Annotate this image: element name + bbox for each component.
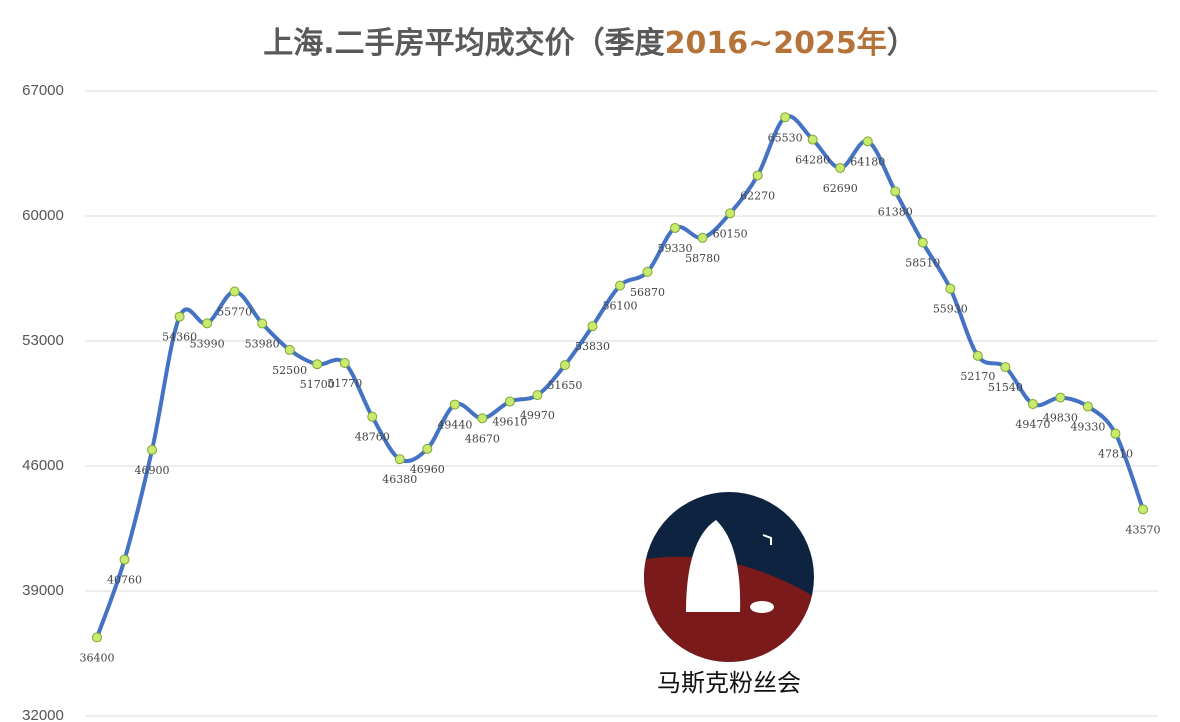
point-marker (367, 411, 378, 422)
data-label: 51650 (547, 379, 582, 392)
data-label: 49330 (1070, 421, 1105, 434)
data-label: 52170 (960, 370, 995, 383)
point-marker (780, 112, 791, 123)
data-label: 46900 (135, 464, 170, 477)
title-highlight: 2016~2025年 (665, 26, 887, 61)
data-label: 47810 (1098, 448, 1133, 461)
point-marker (835, 162, 846, 173)
title-main: 上海.二手房平均成交价（季度 (263, 26, 664, 61)
data-label: 55930 (933, 303, 968, 316)
data-label: 60150 (713, 227, 748, 240)
data-label: 62690 (823, 182, 858, 195)
point-marker (1027, 399, 1038, 410)
point-marker (945, 283, 956, 294)
point-marker (477, 413, 488, 424)
data-label: 48760 (355, 431, 390, 444)
point-marker (394, 454, 405, 465)
point-marker (890, 186, 901, 197)
data-label: 53990 (190, 337, 225, 350)
data-label: 49970 (520, 409, 555, 422)
data-label: 51540 (988, 381, 1023, 394)
point-marker (422, 443, 433, 454)
point-marker (339, 357, 350, 368)
point-marker (917, 237, 928, 248)
data-label: 64180 (850, 155, 885, 168)
data-label: 46380 (382, 473, 417, 486)
data-label: 65530 (768, 131, 803, 144)
data-label: 49470 (1015, 418, 1050, 431)
point-marker (1055, 392, 1066, 403)
data-label: 64280 (795, 154, 830, 167)
data-label: 53980 (245, 338, 280, 351)
point-marker (504, 396, 515, 407)
point-marker (229, 286, 240, 297)
point-marker (862, 136, 873, 147)
point-marker (147, 444, 158, 455)
data-label: 58510 (905, 257, 940, 270)
point-marker (449, 399, 460, 410)
data-label: 49610 (492, 416, 527, 429)
point-marker (1138, 504, 1148, 515)
data-label: 54360 (162, 331, 197, 344)
y-tick-label: 53000 (22, 332, 64, 349)
point-marker (119, 554, 130, 565)
point-marker (284, 344, 295, 355)
point-marker (202, 318, 213, 329)
data-label: 55770 (217, 306, 252, 319)
point-marker (587, 321, 598, 332)
point-marker (257, 318, 268, 329)
data-label: 62270 (740, 189, 775, 202)
point-marker (752, 170, 763, 181)
data-label: 61380 (878, 205, 913, 218)
point-marker (972, 350, 983, 361)
point-marker (312, 359, 323, 370)
y-tick-label: 60000 (22, 207, 64, 224)
data-label: 56100 (603, 300, 638, 313)
data-label: 58780 (685, 252, 720, 265)
point-marker (559, 360, 570, 371)
point-marker (725, 208, 736, 219)
point-marker (807, 134, 818, 145)
watermark-text: 马斯克粉丝会 (657, 669, 801, 697)
point-marker (174, 311, 185, 322)
data-label: 49440 (437, 419, 472, 432)
grid: 32000 39000 46000 53000 60000 67000 (22, 82, 1158, 722)
data-label: 49830 (1043, 412, 1078, 425)
data-label: 48670 (465, 432, 500, 445)
data-label: 51770 (327, 377, 362, 390)
point-marker (615, 280, 625, 291)
point-marker (697, 232, 708, 243)
data-label: 52500 (272, 364, 307, 377)
data-label: 59330 (658, 242, 693, 255)
data-label: 56870 (630, 286, 665, 299)
data-label: 36400 (80, 651, 115, 664)
data-label: 51700 (300, 378, 335, 391)
y-tick-label: 67000 (22, 82, 64, 99)
data-label: 46960 (410, 463, 445, 476)
point-marker (642, 266, 653, 277)
point-marker (1110, 428, 1121, 439)
point-marker (670, 222, 681, 233)
y-tick-label: 39000 (22, 582, 64, 599)
watermark-logo: 马斯克粉丝会 (640, 492, 820, 702)
point-marker (532, 390, 543, 401)
data-label: 53830 (575, 340, 610, 353)
point-marker (92, 632, 102, 643)
y-tick-label: 46000 (22, 457, 64, 474)
series-line (95, 114, 1145, 639)
title-end: ） (887, 26, 917, 61)
point-marker (1082, 401, 1093, 412)
point-marker (1000, 362, 1011, 373)
data-label: 40760 (107, 574, 142, 587)
y-tick-label: 32000 (22, 707, 64, 722)
chart-title: 上海.二手房平均成交价（季度2016~2025年） (263, 26, 917, 61)
data-label: 43570 (1126, 523, 1161, 536)
